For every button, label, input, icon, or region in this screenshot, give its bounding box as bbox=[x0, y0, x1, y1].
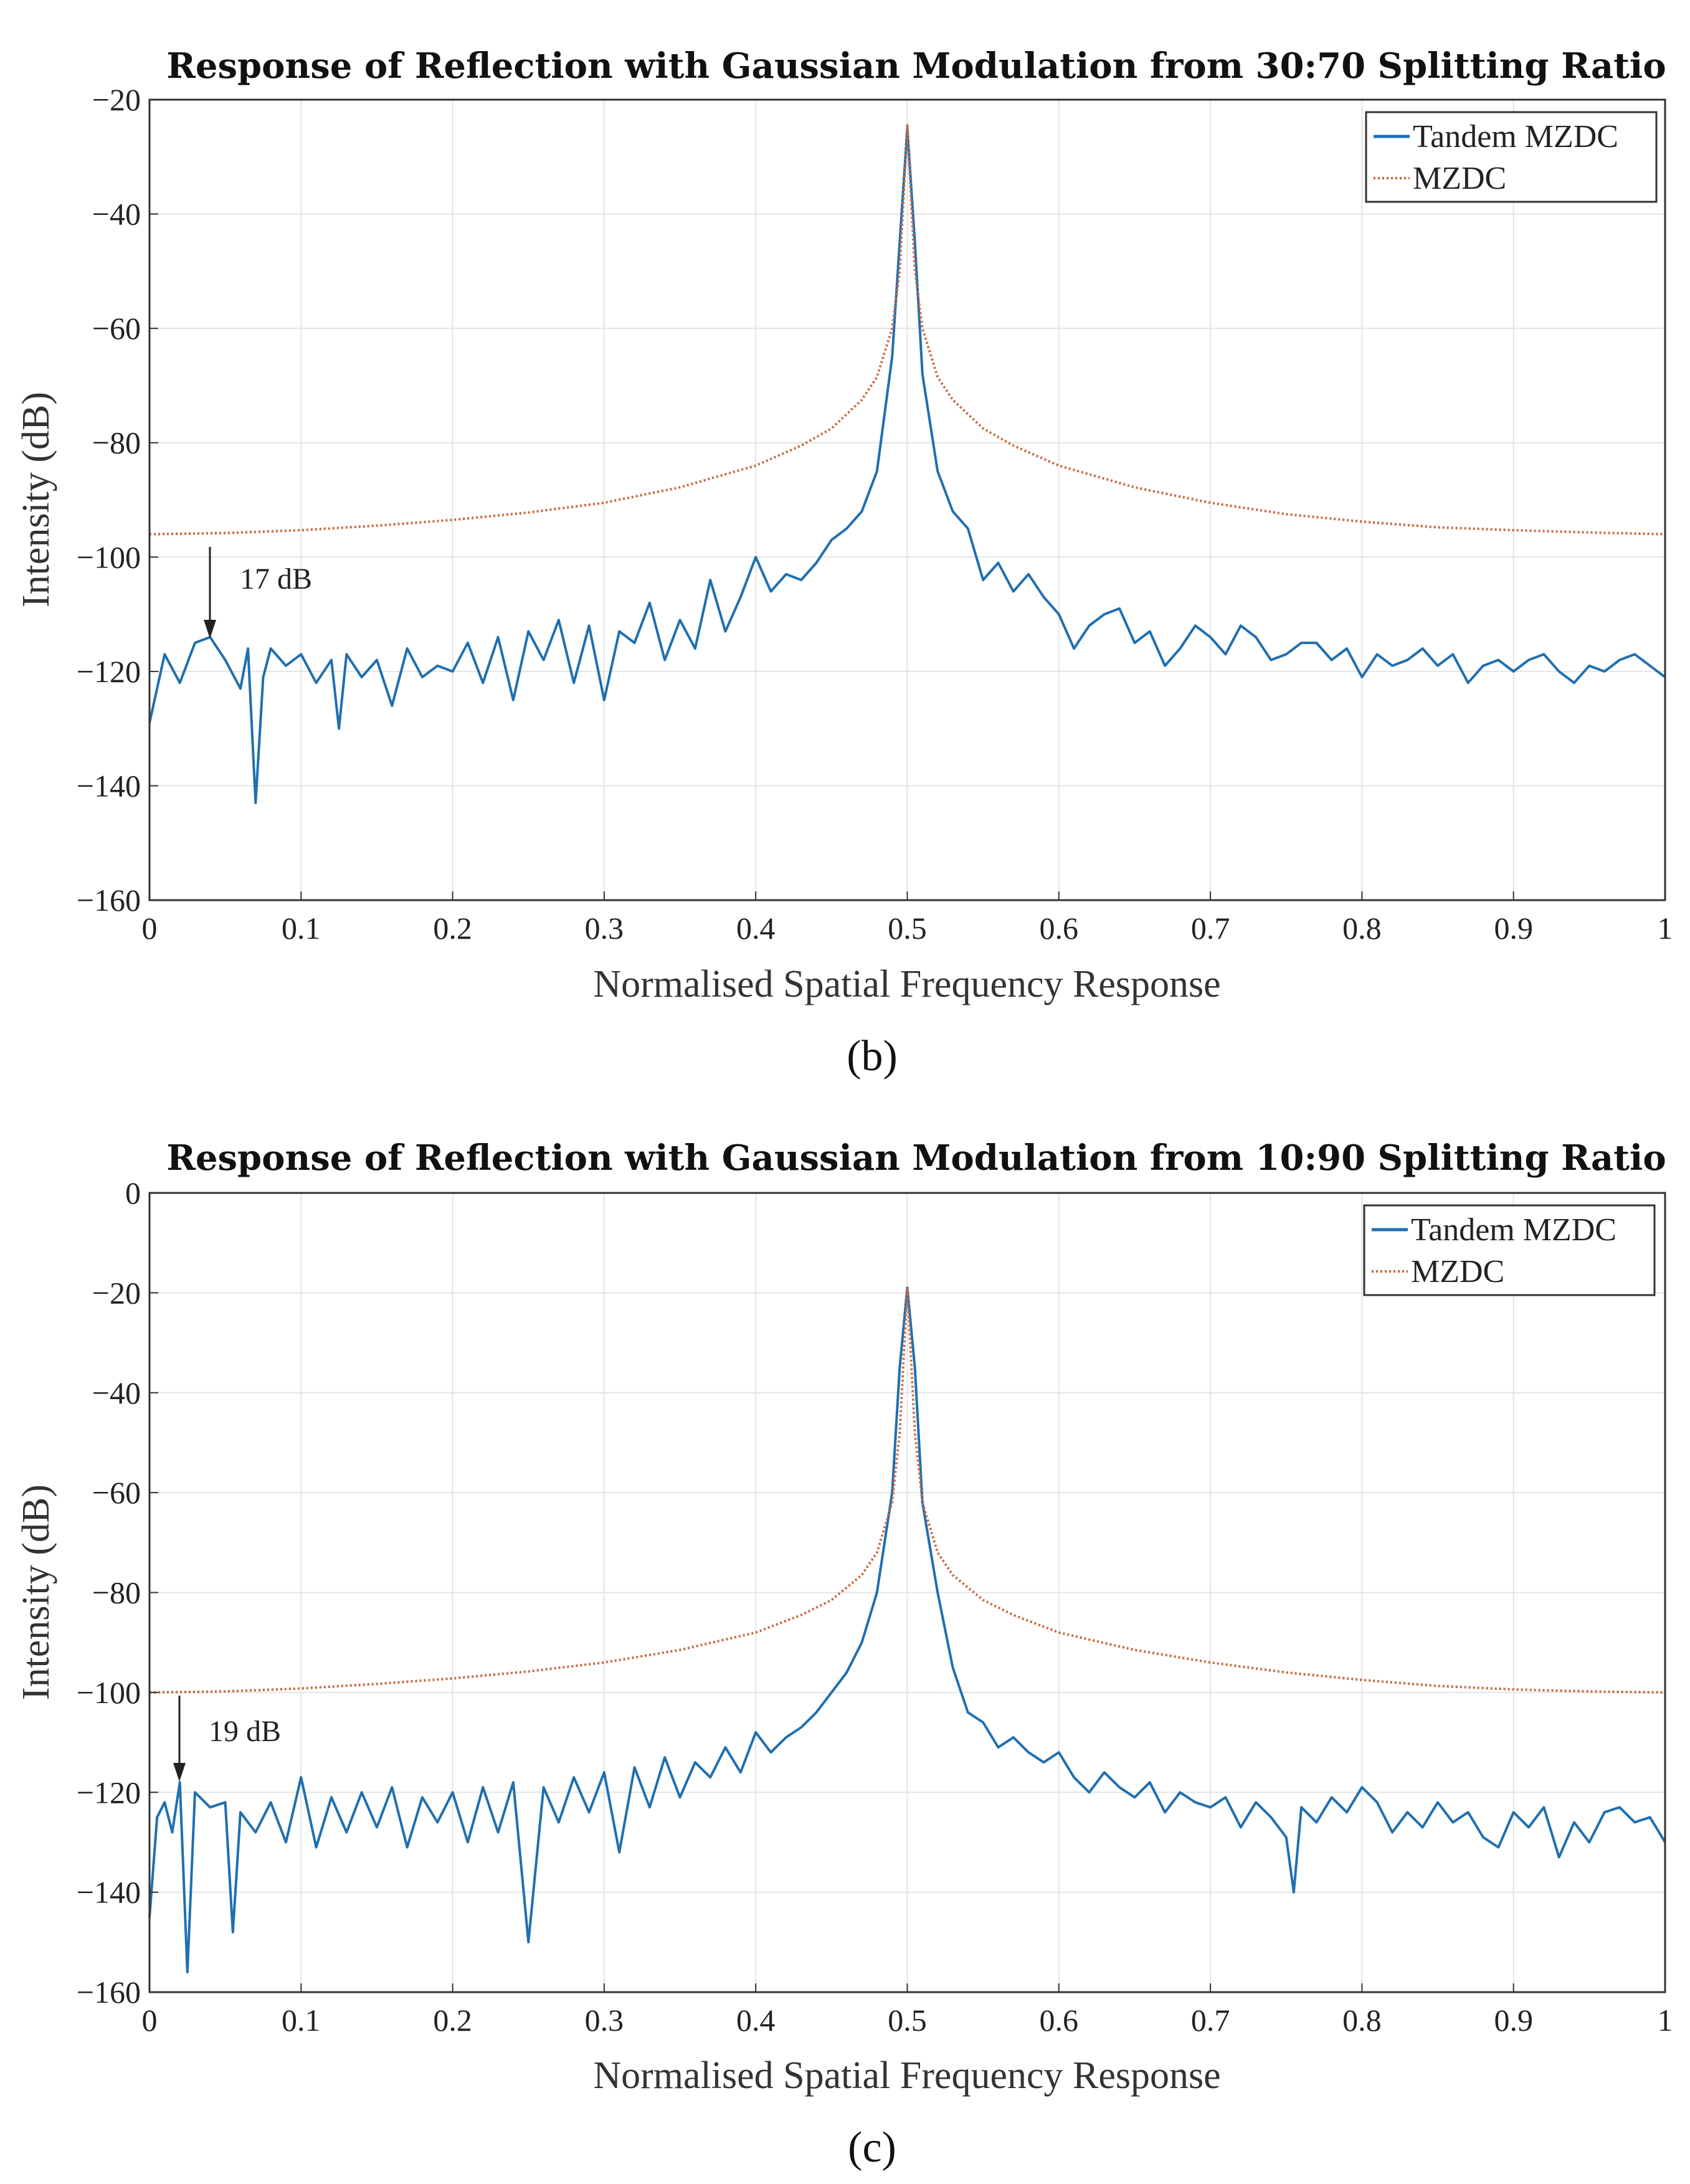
series-line-tandem-mzdc bbox=[148, 126, 1666, 804]
y-tick-label: −160 bbox=[77, 1975, 141, 2010]
annotation: 17 dB bbox=[204, 547, 312, 639]
y-tick-labels: −160 −140 −120 −100 −80 −60 −40 −20 bbox=[77, 82, 141, 918]
y-tick-label: −40 bbox=[92, 1375, 141, 1410]
y-tick-labels: −160 −140 −120 −100 −80 −60 −40 −20 0 bbox=[77, 1175, 141, 2010]
x-tick-label: 0.9 bbox=[1494, 2003, 1533, 2038]
x-tick-label: 0.7 bbox=[1191, 2003, 1230, 2038]
panel-label: (b) bbox=[847, 1032, 898, 1080]
annotation-arrow-head bbox=[204, 620, 216, 639]
x-tick-label: 0.8 bbox=[1342, 911, 1382, 946]
x-tick-label: 0.9 bbox=[1494, 911, 1533, 946]
series-line-mzdc bbox=[149, 124, 1666, 536]
x-tick-label: 0.5 bbox=[888, 2003, 927, 2038]
series-lines bbox=[148, 1286, 1666, 1973]
x-tick-label: 0.1 bbox=[282, 2003, 321, 2038]
legend-label-tandem-mzdc: Tandem MZDC bbox=[1413, 119, 1618, 154]
y-tick-label: −80 bbox=[92, 425, 141, 460]
legend-label-tandem-mzdc: Tandem MZDC bbox=[1411, 1212, 1616, 1248]
legend: Tandem MZDC MZDC bbox=[1363, 1204, 1656, 1296]
y-axis-label: Intensity (dB) bbox=[15, 1484, 57, 1700]
y-tick-label: −100 bbox=[77, 1675, 141, 1710]
x-tick-label: 0.3 bbox=[585, 2003, 624, 2038]
x-tick-label: 0.3 bbox=[585, 911, 624, 946]
legend-box bbox=[1365, 111, 1658, 203]
x-tick-label: 0.8 bbox=[1342, 2003, 1382, 2038]
series-line-mzdc bbox=[149, 1286, 1666, 1694]
y-tick-label: 0 bbox=[125, 1175, 141, 1210]
y-tick-label: −20 bbox=[92, 82, 141, 117]
x-tick-label: 0.2 bbox=[433, 911, 472, 946]
x-tick-label: 1 bbox=[1658, 911, 1673, 946]
legend-label-mzdc: MZDC bbox=[1411, 1254, 1504, 1289]
x-tick-label: 0.6 bbox=[1040, 911, 1079, 946]
x-tick-label: 0.4 bbox=[736, 2003, 776, 2038]
chart-panel-c: Response of Reflection with Gaussian Mod… bbox=[15, 1137, 1673, 2172]
annotation-label: 19 dB bbox=[209, 1715, 281, 1748]
y-tick-label: −40 bbox=[92, 197, 141, 232]
legend: Tandem MZDC MZDC bbox=[1365, 111, 1658, 203]
panel-label: (c) bbox=[848, 2124, 896, 2172]
x-tick-labels: 0 0.1 0.2 0.3 0.4 0.5 0.6 0.7 0.8 0.9 1 bbox=[142, 911, 1673, 946]
x-tick-label: 0.4 bbox=[736, 911, 776, 946]
chart-title: Response of Reflection with Gaussian Mod… bbox=[166, 45, 1666, 87]
x-tick-label: 0.2 bbox=[433, 2003, 472, 2038]
y-tick-label: −160 bbox=[77, 883, 141, 918]
x-tick-label: 0.5 bbox=[888, 911, 927, 946]
y-tick-label: −20 bbox=[92, 1275, 141, 1310]
y-tick-label: −140 bbox=[77, 1875, 141, 1910]
x-tick-labels: 0 0.1 0.2 0.3 0.4 0.5 0.6 0.7 0.8 0.9 1 bbox=[142, 2003, 1673, 2038]
y-tick-label: −80 bbox=[92, 1575, 141, 1610]
annotation-label: 17 dB bbox=[240, 563, 312, 596]
x-tick-label: 1 bbox=[1658, 2003, 1673, 2038]
x-tick-label: 0 bbox=[142, 2003, 158, 2038]
y-tick-label: −120 bbox=[77, 1775, 141, 1810]
x-tick-label: 0.1 bbox=[282, 911, 321, 946]
chart-panel-b: Response of Reflection with Gaussian Mod… bbox=[15, 45, 1673, 1080]
x-tick-label: 0.6 bbox=[1040, 2003, 1079, 2038]
series-line-tandem-mzdc bbox=[148, 1286, 1666, 1973]
y-tick-label: −60 bbox=[92, 311, 141, 346]
series-lines bbox=[148, 124, 1666, 804]
legend-box bbox=[1363, 1204, 1656, 1296]
y-tick-label: −120 bbox=[77, 654, 141, 689]
y-tick-label: −140 bbox=[77, 768, 141, 803]
x-tick-label: 0 bbox=[142, 911, 158, 946]
chart-title: Response of Reflection with Gaussian Mod… bbox=[166, 1137, 1666, 1179]
legend-label-mzdc: MZDC bbox=[1413, 161, 1506, 196]
y-tick-label: −100 bbox=[77, 539, 141, 574]
x-tick-label: 0.7 bbox=[1191, 911, 1230, 946]
x-axis-label: Normalised Spatial Frequency Response bbox=[593, 963, 1220, 1005]
y-axis-label: Intensity (dB) bbox=[15, 392, 57, 607]
y-tick-label: −60 bbox=[92, 1475, 141, 1510]
annotation-arrow-head bbox=[173, 1763, 186, 1782]
x-axis-label: Normalised Spatial Frequency Response bbox=[593, 2054, 1220, 2097]
annotation: 19 dB bbox=[173, 1696, 281, 1782]
